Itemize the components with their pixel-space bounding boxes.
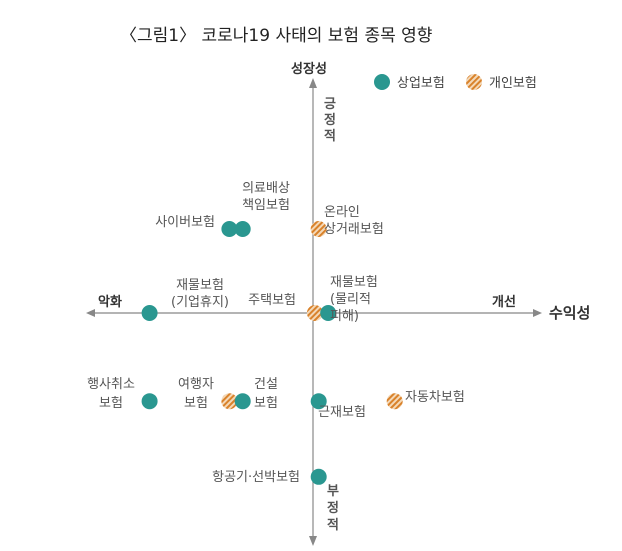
y-axis-title: 성장성: [291, 61, 327, 77]
legend-marker-commercial: [374, 74, 390, 90]
data-label-8: 건설 보험: [254, 377, 278, 411]
legend-label-personal: 개인보험: [489, 76, 537, 91]
x-axis-negative-label: 악화: [98, 294, 122, 310]
data-point-7: [221, 393, 238, 410]
data-label-10: 자동차보험: [405, 390, 465, 405]
x-axis-arrow-left: [86, 309, 95, 317]
data-label-1: 의료배상 책임보험: [242, 181, 290, 213]
x-axis-title: 수익성: [549, 304, 590, 322]
legend-label-commercial: 상업보험: [397, 76, 445, 91]
x-axis-positive-label: 개선: [492, 294, 516, 310]
data-label-0: 사이버보험: [155, 215, 215, 230]
data-point-0: [221, 221, 238, 237]
data-point-5: [320, 305, 337, 321]
data-point-1: [234, 221, 251, 237]
legend-marker-personal: [466, 74, 482, 90]
x-axis-arrow-right: [533, 309, 542, 317]
data-label-3: 재물보험 (기업휴지): [171, 278, 229, 310]
data-label-9: 근재보험: [318, 405, 366, 420]
data-points: [141, 221, 403, 485]
y-axis-arrow-top: [309, 78, 317, 88]
data-point-10: [386, 393, 403, 410]
data-point-8: [234, 393, 251, 410]
data-point-6: [141, 393, 158, 410]
chart-title: 〈그림1〉 코로나19 사태의 보험 종목 영향: [120, 26, 432, 46]
data-label-7: 여행자 보험: [178, 376, 214, 411]
data-label-2: 온라인 상거래보험: [324, 205, 384, 237]
data-point-9: [310, 393, 327, 410]
y-axis-arrow-bottom: [309, 536, 317, 546]
data-point-11: [310, 468, 327, 485]
data-point-4: [306, 305, 323, 321]
data-label-6: 행사취소 보험: [87, 376, 135, 411]
data-label-4: 주택보험: [248, 293, 296, 308]
data-point-2: [310, 221, 327, 237]
data-point-3: [141, 305, 158, 321]
data-label-11: 항공기·선박보험: [212, 470, 300, 485]
data-label-5: 재물보험 (물리적 피해): [330, 275, 378, 324]
